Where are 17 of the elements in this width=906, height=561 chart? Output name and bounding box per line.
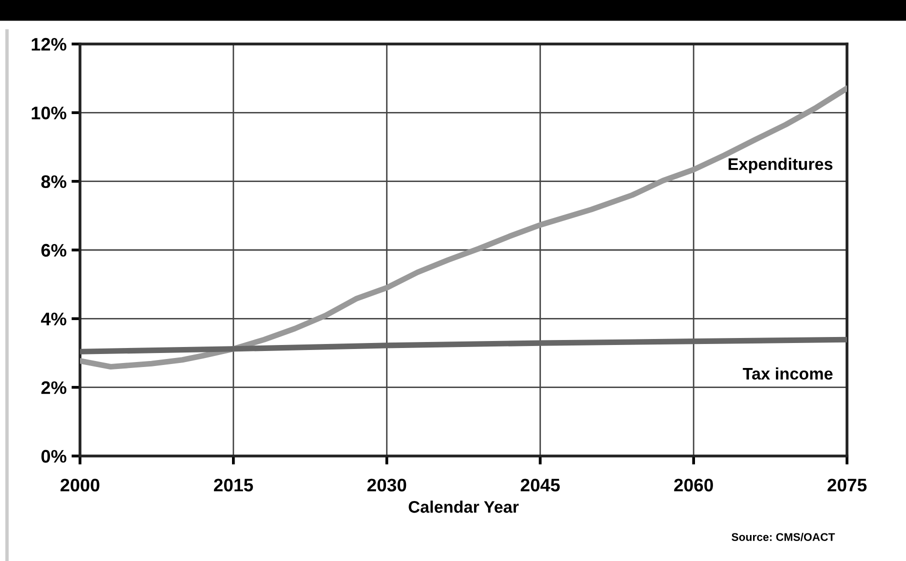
y-tick-label: 2% [41,381,66,394]
y-tick-label: 12% [32,38,66,51]
x-tick-label: 2015 [214,478,253,492]
source-note: Source: CMS/OACT [732,532,835,542]
y-tick-label: 6% [41,244,66,257]
y-tick-label: 4% [40,312,66,326]
y-tick-label: 0% [41,450,66,463]
x-tick-label: 2060 [674,478,713,492]
x-tick-label: 2075 [828,478,867,492]
series-label: Tax income [742,367,833,380]
x-axis-title: Calendar Year [408,500,519,513]
y-tick-label: 10% [32,106,66,120]
series-label: Expenditures [728,158,832,174]
y-tick-label: 8% [41,175,66,188]
x-tick-label: 2000 [60,478,100,492]
x-tick-label: 2045 [520,478,560,492]
x-tick-label: 2030 [367,478,406,492]
